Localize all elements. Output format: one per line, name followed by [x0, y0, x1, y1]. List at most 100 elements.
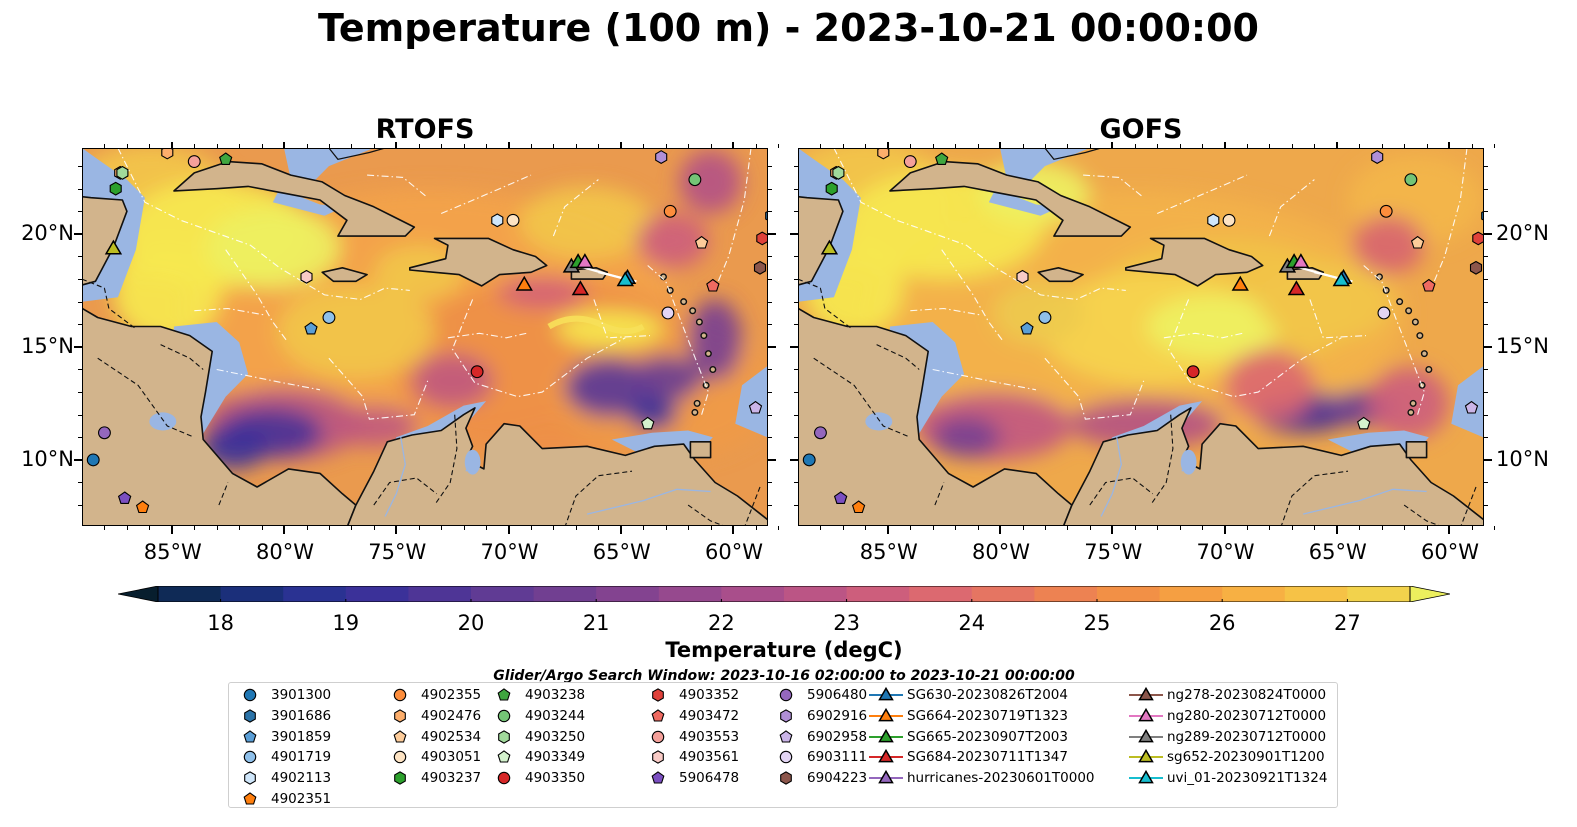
land-border: [1089, 477, 1154, 506]
lon-minor-tick-top: [1381, 144, 1383, 148]
legend-label: sg652-20230901T1200: [1167, 749, 1325, 766]
legend-label: 3901686: [271, 708, 332, 725]
lon-minor-tick: [531, 526, 532, 530]
legend-label: ng289-20230712T0000: [1167, 728, 1327, 745]
lat-minor-tick: [78, 188, 82, 190]
legend-item: 4903051: [383, 747, 481, 768]
lat-minor-tick: [78, 505, 82, 507]
lon-minor-tick: [1493, 526, 1495, 530]
legend-marker: [878, 687, 894, 701]
island: [1416, 332, 1424, 340]
legend-label: ng280-20230712T0000: [1167, 708, 1327, 725]
legend-item: SG664-20230719T1323: [869, 706, 1095, 727]
lon-minor-tick: [1291, 526, 1293, 530]
legend-item: 4903472: [641, 706, 739, 727]
lon-major-tick-top: [170, 142, 173, 148]
legend-item: 4903561: [641, 747, 739, 768]
lon-tick-label: 80°W: [256, 540, 315, 564]
legend-symbol-circle: [779, 689, 793, 702]
float-marker-6902958: [1464, 400, 1479, 414]
legend-label: 4903250: [525, 728, 586, 745]
legend-marker: [1138, 728, 1154, 743]
lon-minor-tick-top: [1202, 144, 1204, 148]
lat-tick-label-right: 15°N: [1496, 333, 1549, 358]
colorbar-bin: [220, 586, 284, 602]
colorbar-tick-label: 20: [457, 611, 485, 635]
rtofs-map[interactable]: [82, 148, 768, 526]
figure-title: Temperature (100 m) - 2023-10-21 00:00:0…: [317, 6, 1259, 50]
legend-marker: [394, 709, 406, 723]
temperature-patch: [679, 150, 743, 214]
shelf-area: [1451, 365, 1484, 438]
legend-label: 4902351: [271, 790, 332, 807]
lat-major-tick: [790, 345, 798, 348]
float-marker-5906480: [814, 426, 827, 440]
float-marker-4903051: [506, 213, 520, 227]
lake-nicaragua: [865, 412, 893, 431]
land-border: [160, 344, 204, 370]
glider-marker-sg652-20230901T1200: [820, 239, 839, 255]
legend-item: 4902534: [383, 726, 481, 747]
gofs-panel-title: GOFS: [1099, 114, 1183, 145]
legend-item: 3901300: [233, 685, 331, 706]
float-marker-4902113: [491, 213, 504, 228]
lon-minor-tick: [1157, 526, 1159, 530]
temperature-patch: [373, 245, 464, 300]
legend-marker: [1138, 707, 1154, 722]
lon-minor-tick-top: [553, 144, 555, 148]
temperature-patch: [932, 416, 1001, 458]
lat-minor-tick: [78, 324, 82, 326]
lat-major-tick: [74, 345, 82, 348]
river: [1302, 488, 1427, 515]
legend-label: 4903244: [525, 708, 586, 725]
legend-label: 4902355: [421, 687, 482, 704]
lat-minor-tick-right: [1484, 392, 1488, 394]
lat-minor-tick: [794, 301, 798, 303]
float-marker-3901859: [1020, 321, 1034, 335]
lon-minor-tick: [1471, 526, 1473, 530]
lon-minor-tick: [126, 526, 128, 530]
legend-symbol-triangle: [869, 769, 903, 784]
float-marker-5906478: [833, 491, 848, 504]
float-marker-4901719: [322, 311, 336, 324]
eez-boundary: [552, 179, 599, 237]
legend-label: 4903237: [421, 770, 482, 787]
colorbar-bin: [471, 586, 535, 602]
land-border: [744, 486, 761, 526]
lon-minor-tick: [1022, 526, 1024, 530]
lat-minor-tick-right: [768, 301, 772, 303]
legend-label: SG684-20230711T1347: [907, 749, 1068, 766]
cuba-land: [173, 160, 416, 237]
lon-minor-tick-top: [755, 144, 757, 148]
lat-minor-tick-right: [1484, 369, 1488, 371]
lat-minor-tick-right: [768, 505, 772, 507]
lat-minor-tick-right: [768, 392, 772, 394]
lat-minor-tick: [78, 166, 82, 168]
gofs-map[interactable]: [798, 148, 1484, 526]
float-marker-5906480: [98, 426, 111, 440]
lat-minor-tick-right: [768, 279, 772, 281]
legend-marker: [780, 771, 792, 785]
colorbar-bin: [1159, 586, 1223, 602]
legend-marker: [497, 750, 511, 763]
legend-symbol-pentagon: [651, 771, 665, 784]
lon-tick-label: 80°W: [972, 540, 1031, 564]
lon-minor-tick-top: [643, 144, 645, 148]
legend-label: 4903553: [679, 728, 740, 745]
legend-symbol-triangle: [869, 749, 903, 763]
legend-symbol-circle: [779, 751, 793, 764]
lon-minor-tick: [351, 526, 353, 530]
lon-tick-label: 70°W: [1196, 540, 1255, 564]
legend-symbol-pentagon: [393, 729, 407, 743]
legend-label: 4903051: [421, 749, 482, 766]
lon-minor-tick: [1359, 526, 1361, 530]
lat-major-tick-right: [1484, 458, 1492, 461]
legend-symbol-hexagon: [244, 771, 256, 785]
lon-minor-tick: [463, 526, 465, 530]
lon-tick-label: 60°W: [705, 540, 764, 564]
legend-marker: [652, 750, 664, 765]
legend-marker: [651, 771, 665, 784]
lon-minor-tick: [820, 526, 822, 530]
lon-tick-label: 60°W: [1421, 540, 1480, 564]
float-marker-4903244: [1404, 173, 1418, 187]
